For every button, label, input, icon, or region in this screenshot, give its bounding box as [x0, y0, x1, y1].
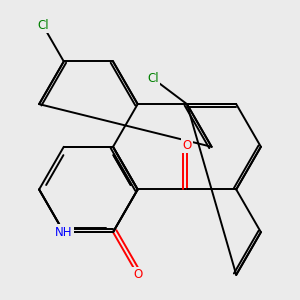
Text: Cl: Cl — [148, 72, 159, 86]
Text: Cl: Cl — [37, 19, 49, 32]
Text: O: O — [133, 268, 142, 281]
Text: O: O — [182, 139, 192, 152]
Text: NH: NH — [55, 226, 73, 239]
